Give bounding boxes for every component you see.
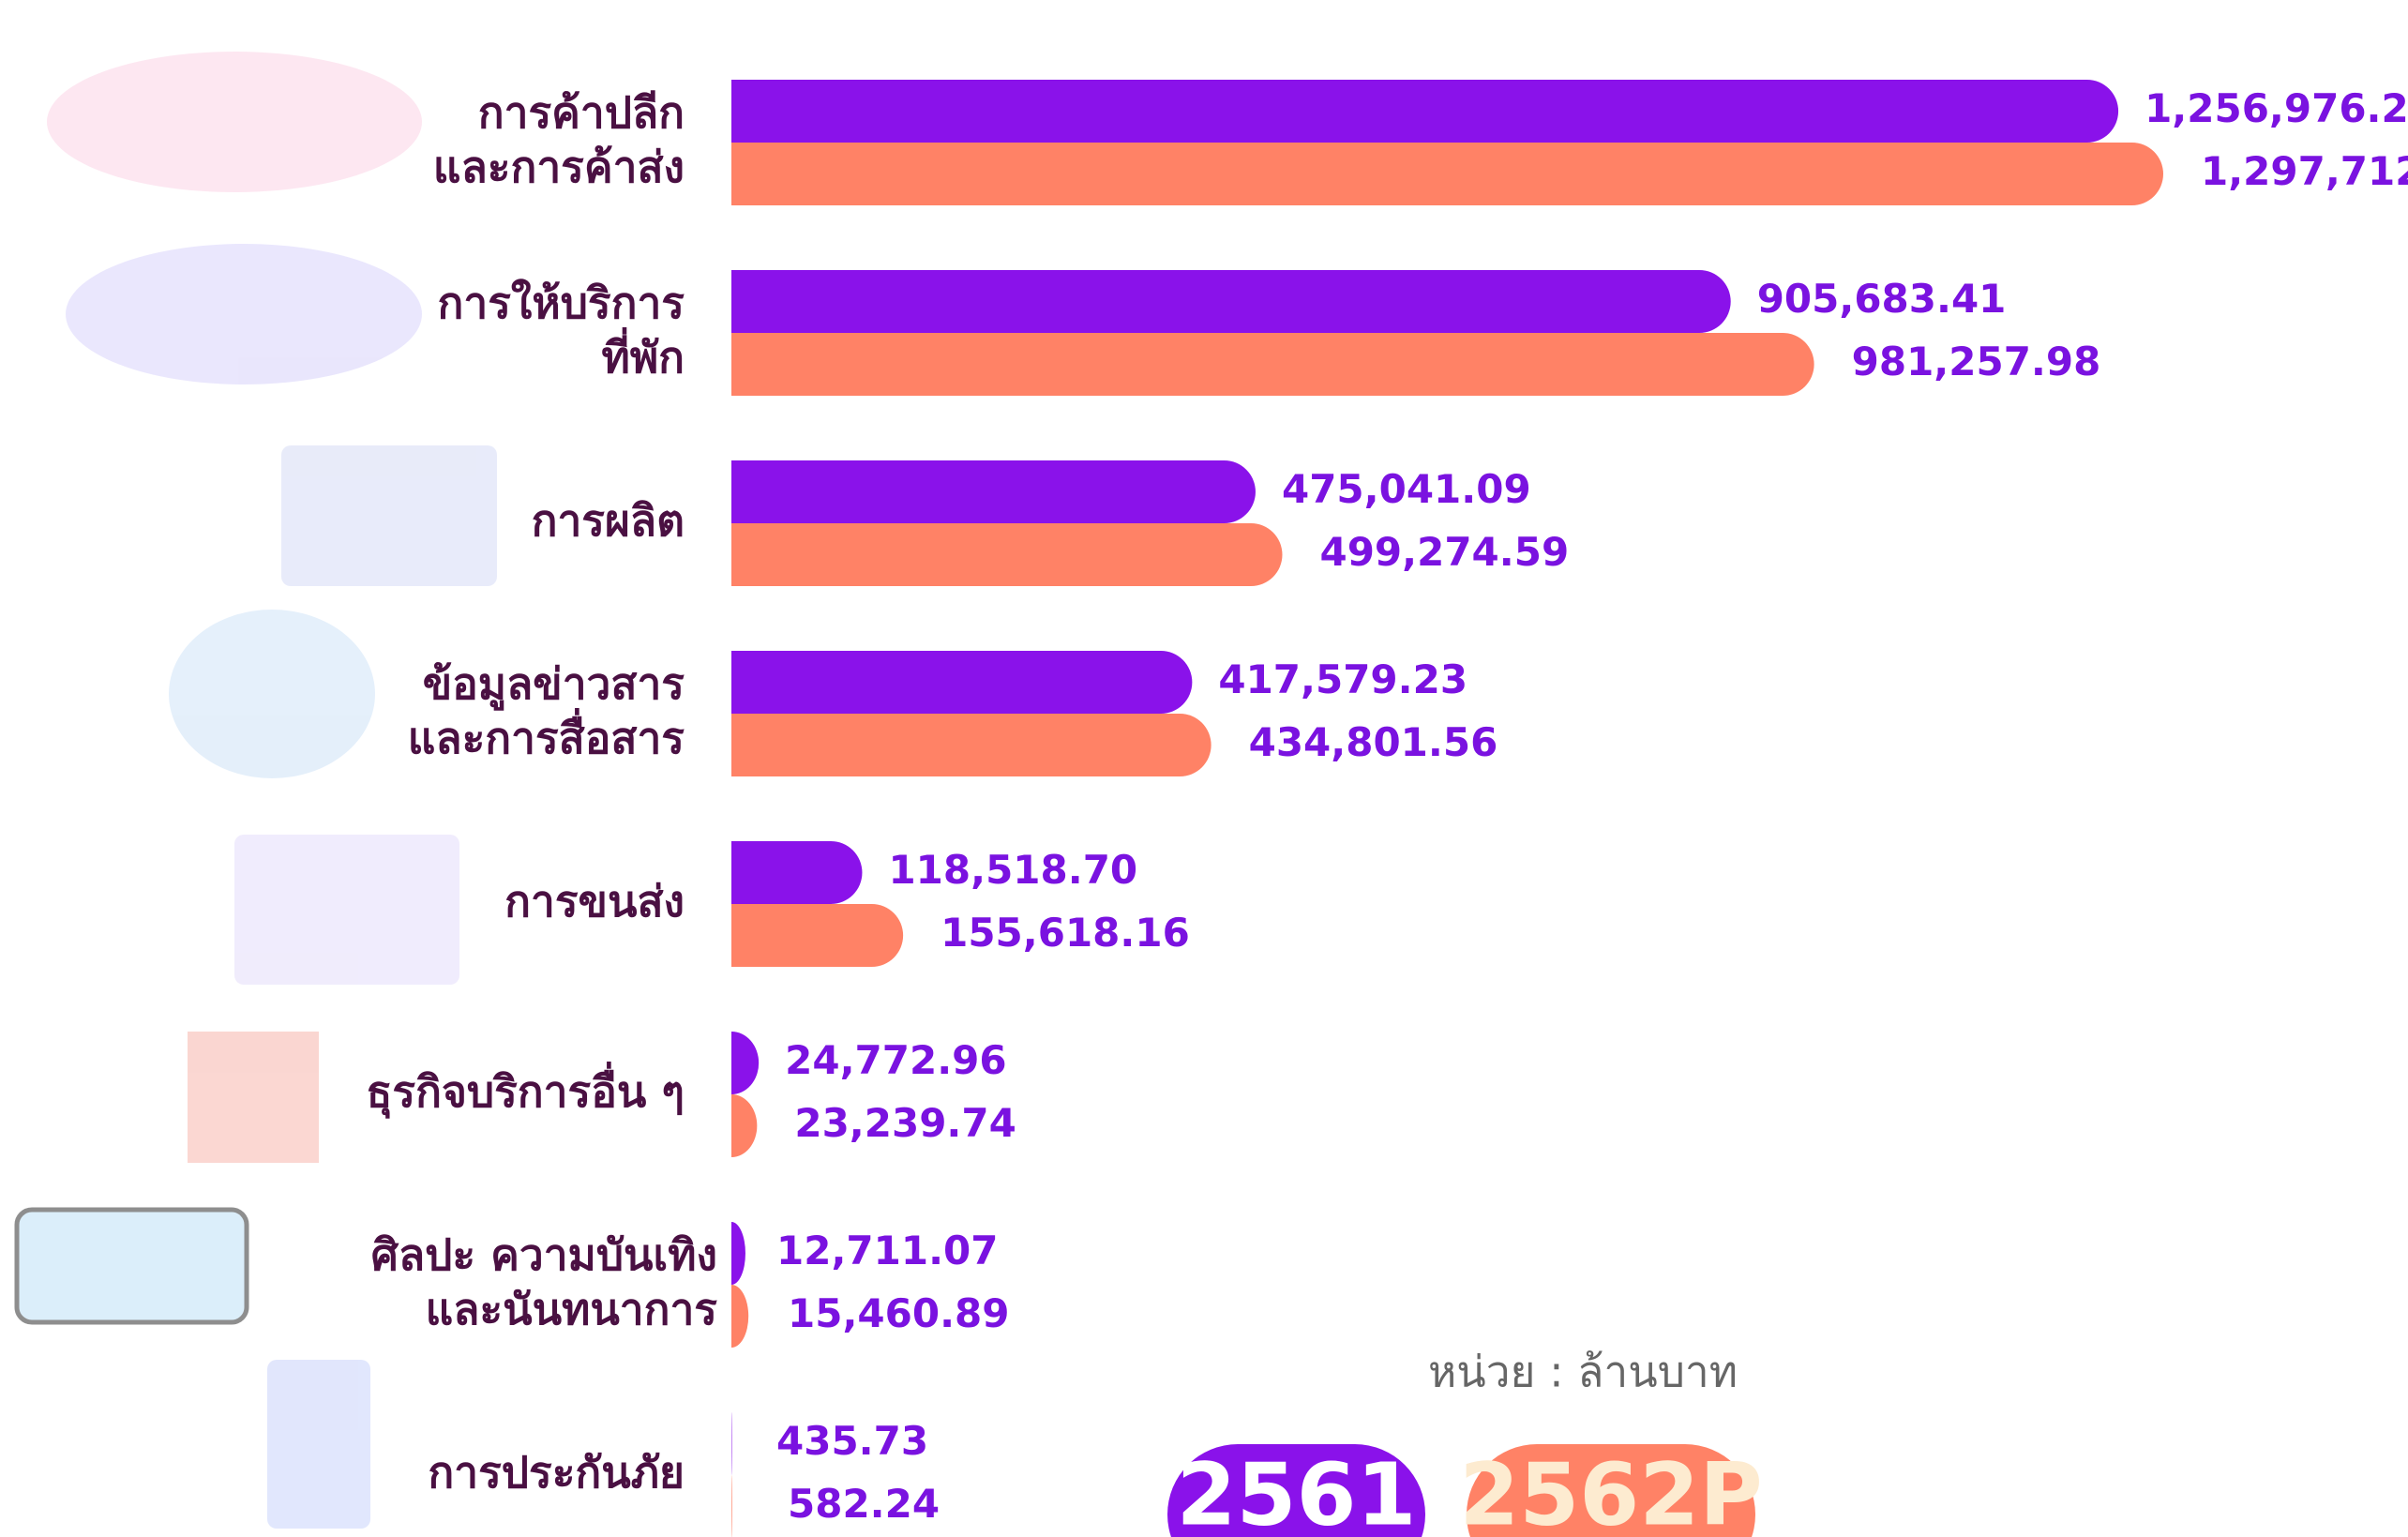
bar [731,841,862,904]
category-label: ศิลปะ ความบันเทิงและนันทนาการ [371,1229,718,1334]
category-label: การให้บริการที่พัก [438,278,685,383]
value-label: 499,274.59 [1319,529,1569,575]
bar [731,904,903,967]
bar [731,523,1282,586]
category-label: การขนส่ง [504,876,685,927]
bar [731,1032,759,1094]
bar [731,1412,732,1475]
category-label: การค้าปลีกและการค้าส่ง [433,87,685,192]
value-label: 1,297,712.36 [2201,148,2408,194]
bar [731,1222,745,1285]
legend-label: 2561 [1176,1444,1416,1537]
value-label: 475,041.09 [1282,466,1531,512]
value-label: 24,772.96 [785,1037,1006,1083]
bar [731,143,2163,205]
value-label: 118,518.70 [888,847,1137,893]
bar [731,460,1256,523]
value-label: 905,683.41 [1757,276,2007,322]
bar [731,651,1192,714]
bar [731,333,1814,396]
category-label: การผลิต [532,495,685,546]
bar [731,1475,732,1537]
value-label: 417,579.23 [1218,656,1467,702]
value-label: 981,257.98 [1852,339,2101,384]
value-label: 1,256,976.28 [2145,85,2408,131]
category-label: การประกันภัย [428,1447,685,1498]
legend-label: 2562P [1459,1444,1762,1537]
category-label: ข้อมูลข่าวสารและการสื่อสาร [408,658,685,763]
bar [731,80,2118,143]
bar [731,270,1731,333]
bar [731,1285,748,1348]
chart: หน่วย : ล้านบาท การค้าปลีกและการค้าส่ง 1,… [0,0,2408,1537]
bar [731,1094,757,1157]
value-label: 435.73 [776,1418,928,1464]
category-label: ธุรกิจบริการอื่น ๆ [366,1062,685,1119]
unit-label: หน่วย : ล้านบาท [1428,1347,1738,1397]
value-label: 155,618.16 [941,910,1190,956]
value-label: 434,801.56 [1249,719,1498,765]
value-label: 23,239.74 [794,1100,1016,1146]
bar [731,714,1212,776]
value-label: 12,711.07 [776,1228,998,1273]
value-label: 15,460.89 [788,1290,1009,1336]
value-label: 582.24 [788,1481,940,1527]
